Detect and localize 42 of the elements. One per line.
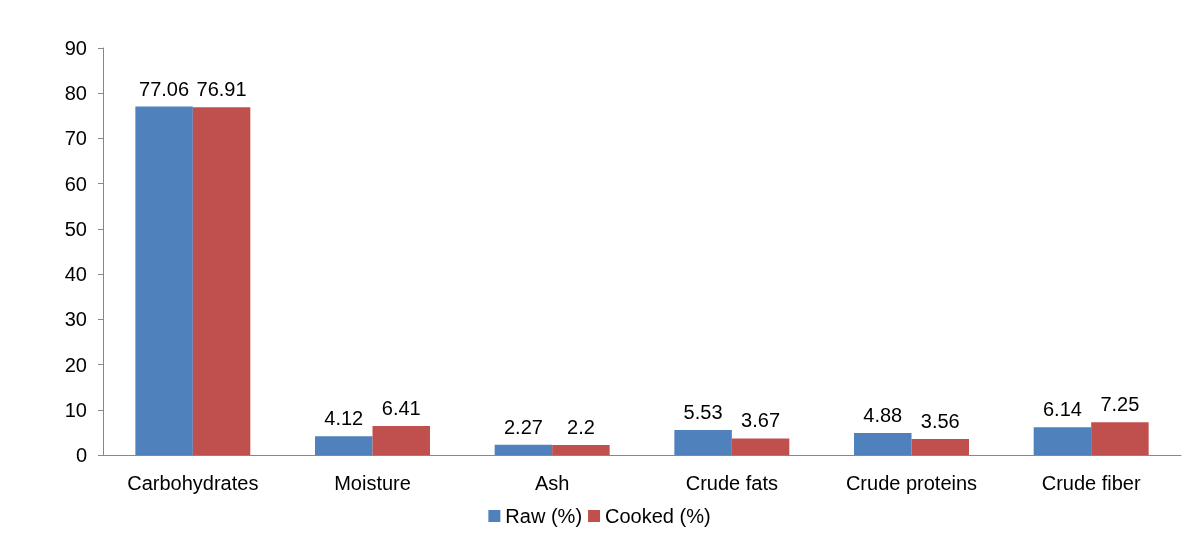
data-label: 6.14 — [1042, 398, 1082, 421]
data-label: 2.2 — [567, 416, 595, 439]
y-tick-label: 90 — [64, 37, 87, 59]
bar — [911, 438, 969, 455]
y-tick-label: 30 — [64, 308, 87, 331]
data-label: 7.25 — [1100, 393, 1140, 416]
data-label: 4.88 — [863, 403, 903, 426]
y-tick-label: 0 — [75, 444, 87, 466]
bar — [372, 426, 430, 455]
data-label: 6.41 — [381, 397, 421, 420]
y-tick-label: 80 — [64, 82, 87, 105]
bar — [315, 436, 373, 455]
y-tick-label: 50 — [64, 217, 87, 240]
bar — [1033, 427, 1092, 455]
legend-label: Raw (%) — [505, 505, 583, 527]
x-tick-label: Crude fats — [685, 472, 778, 494]
bar — [494, 444, 553, 455]
bar — [1091, 422, 1149, 455]
data-label: 2.27 — [503, 415, 543, 438]
data-label: 3.56 — [920, 409, 960, 432]
y-tick-label: 70 — [64, 127, 87, 150]
data-label: 3.67 — [741, 409, 781, 432]
x-tick-label: Ash — [534, 472, 570, 494]
bar — [192, 107, 251, 455]
data-label: 76.91 — [196, 78, 247, 101]
bar — [731, 438, 790, 455]
bar — [674, 429, 732, 455]
data-label: 4.12 — [324, 407, 364, 430]
data-label: 5.53 — [683, 400, 723, 423]
data-label: 77.06 — [139, 77, 190, 100]
x-tick-label: Crude fiber — [1041, 472, 1141, 494]
bar — [854, 432, 912, 455]
y-tick-label: 10 — [64, 398, 87, 421]
y-tick-label: 60 — [64, 172, 87, 195]
y-tick-label: 40 — [64, 263, 87, 286]
y-tick-label: 20 — [64, 353, 87, 376]
x-tick-label: Carbohydrates — [127, 472, 259, 494]
x-tick-label: Crude proteins — [845, 472, 978, 494]
bar — [552, 445, 610, 455]
x-tick-label: Moisture — [334, 472, 411, 494]
bar — [135, 106, 193, 455]
legend-label: Cooked (%) — [605, 505, 711, 527]
